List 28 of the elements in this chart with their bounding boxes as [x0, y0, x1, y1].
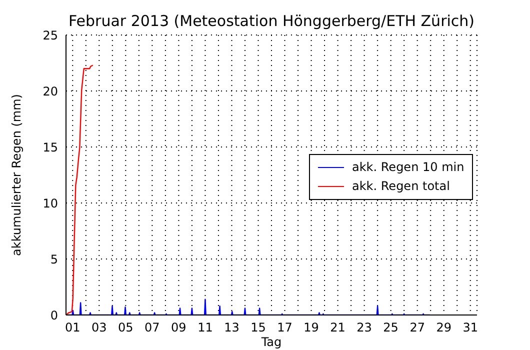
- x-tick-label: 09: [171, 320, 186, 335]
- y-tick-label: 15: [42, 140, 58, 154]
- chart-title: Februar 2013 (Meteostation Hönggerberg/ETH Zürich): [67, 12, 476, 30]
- x-axis-title: Tag: [260, 335, 282, 349]
- line-series: [66, 64, 94, 315]
- x-tick-label: 15: [250, 320, 266, 335]
- x-tick-label: 01: [64, 320, 80, 335]
- x-tick-label: 03: [92, 320, 107, 335]
- y-axis-title: akkumulierter Regen (mm): [9, 94, 24, 256]
- x-tick-label: 17: [277, 320, 292, 335]
- y-tick-label: 5: [50, 252, 58, 266]
- x-tick-label: 31: [462, 320, 478, 335]
- x-tick-label: 21: [330, 320, 346, 335]
- x-tick-label: 23: [356, 320, 372, 335]
- y-tick-label: 25: [42, 28, 58, 42]
- x-tick-label: 11: [198, 320, 213, 335]
- legend-label: akk. Regen total: [352, 178, 450, 195]
- x-tick-label: 29: [436, 320, 452, 335]
- y-tick-label: 10: [42, 196, 58, 210]
- legend-label: akk. Regen 10 min: [352, 159, 464, 176]
- x-tick-label: 25: [383, 320, 398, 335]
- x-tick-label: 19: [304, 320, 319, 335]
- x-tick-label: 07: [144, 320, 160, 335]
- x-tick-label: 13: [224, 320, 240, 335]
- x-tick-label: 05: [118, 320, 134, 335]
- x-tick-label: 27: [410, 320, 425, 335]
- y-tick-label: 0: [50, 308, 58, 322]
- y-tick-label: 20: [42, 84, 58, 98]
